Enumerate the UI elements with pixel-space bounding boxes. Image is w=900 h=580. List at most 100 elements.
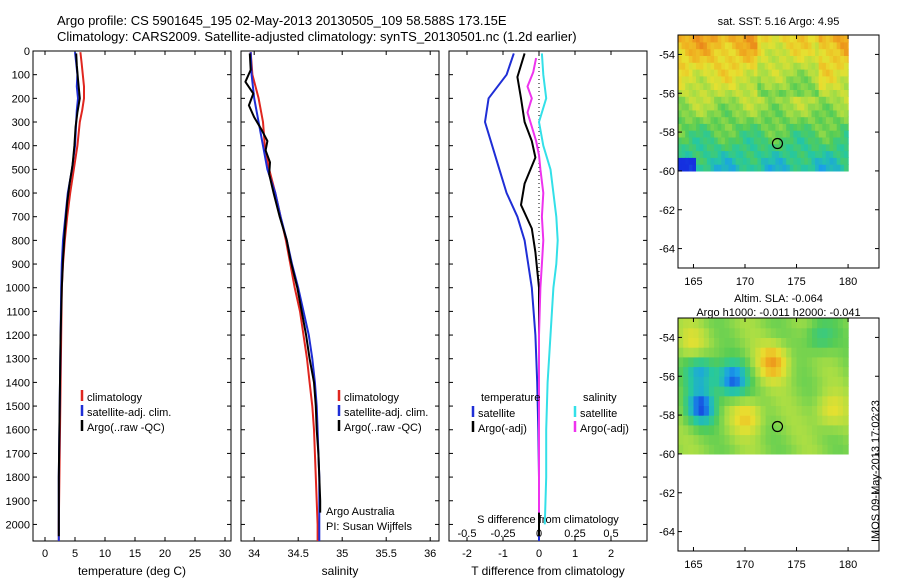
- heatmap-cell: [793, 130, 798, 138]
- heatmap-cell: [768, 62, 773, 70]
- heatmap-cell: [688, 424, 695, 436]
- heatmap-cell: [797, 164, 802, 172]
- heatmap-cell: [829, 89, 834, 97]
- heatmap-cell: [732, 35, 737, 43]
- heatmap-cell: [786, 123, 791, 131]
- heatmap-cell: [804, 157, 809, 165]
- heatmap-cell: [797, 116, 802, 124]
- heatmap-cell: [786, 366, 792, 377]
- heatmap-cell: [797, 123, 802, 131]
- heatmap-cell: [721, 109, 726, 118]
- heatmap-cell: [761, 123, 766, 131]
- heatmap-cell: [818, 123, 823, 131]
- heatmap-cell: [699, 123, 704, 131]
- heatmap-cell: [724, 424, 731, 436]
- heatmap-cell: [800, 164, 805, 172]
- heatmap-cell: [703, 405, 710, 416]
- heatmap-cell: [703, 41, 708, 50]
- heatmap-cell: [800, 157, 805, 165]
- heatmap-cell: [765, 395, 772, 406]
- heatmap-cell: [764, 116, 769, 124]
- heatmap-cell: [804, 48, 809, 56]
- heatmap-cell: [786, 150, 791, 158]
- legend-label: satellite: [580, 408, 617, 420]
- heatmap-cell: [739, 109, 744, 118]
- heatmap-cell: [768, 136, 773, 145]
- heatmap-cell: [832, 405, 839, 416]
- heatmap-cell: [768, 55, 773, 63]
- heatmap-cell: [797, 48, 802, 56]
- heatmap-cell: [797, 109, 802, 118]
- heatmap-cell: [782, 109, 787, 118]
- heatmap-cell: [801, 395, 808, 406]
- heatmap-cell: [734, 347, 741, 358]
- heatmap-cell: [789, 75, 794, 84]
- heatmap-cell: [796, 395, 803, 406]
- heatmap-cell: [818, 103, 823, 111]
- heatmap-cell: [706, 96, 712, 104]
- heatmap-cell: [703, 69, 708, 77]
- heatmap-cell: [807, 35, 813, 43]
- plot-frame: [677, 317, 880, 552]
- heatmap-cell: [791, 386, 798, 397]
- heatmap-cell: [703, 444, 710, 455]
- heatmap-cell: [781, 327, 787, 338]
- heatmap-cell: [764, 35, 769, 43]
- heatmap-cell: [815, 41, 820, 50]
- heatmap-cell: [729, 376, 736, 387]
- heatmap-cell: [815, 136, 820, 145]
- heatmap-cell: [710, 48, 715, 56]
- heatmap-cell: [685, 89, 690, 97]
- heatmap-cell: [692, 41, 697, 50]
- heatmap-cell: [837, 366, 844, 377]
- heatmap-cell: [717, 75, 722, 84]
- x-tick-label: 180: [839, 559, 857, 571]
- heatmap-cell: [825, 143, 831, 152]
- heatmap-cell: [681, 164, 686, 172]
- heatmap-cell: [739, 89, 744, 97]
- heatmap-cell: [717, 35, 722, 43]
- heatmap-cell: [746, 164, 751, 172]
- heatmap-cell: [833, 136, 838, 145]
- heatmap-cell: [782, 157, 787, 165]
- heatmap-cell: [797, 69, 802, 77]
- heatmap-cell: [807, 116, 813, 124]
- heatmap-cell: [698, 386, 705, 397]
- heatmap-cell: [782, 55, 787, 63]
- heatmap-cell: [742, 55, 748, 63]
- heatmap-cell: [753, 157, 758, 165]
- heatmap-cell: [703, 327, 710, 338]
- heatmap-cell: [724, 415, 731, 426]
- heatmap-cell: [800, 48, 805, 56]
- heatmap-cell: [833, 130, 838, 138]
- heatmap-cell: [765, 376, 772, 387]
- heatmap-cell: [782, 69, 787, 77]
- heatmap-cell: [793, 136, 798, 145]
- heatmap-cell: [775, 318, 782, 329]
- heatmap-cell: [822, 347, 829, 358]
- heatmap-cell: [760, 356, 767, 368]
- heatmap-cell: [789, 89, 794, 97]
- series-line-argo-raw-qc-: [244, 53, 322, 513]
- heatmap-cell: [706, 62, 712, 70]
- heatmap-cell: [782, 35, 787, 43]
- heatmap-cell: [829, 143, 834, 152]
- heatmap-cell: [710, 164, 715, 172]
- heatmap-cell: [847, 82, 849, 90]
- heatmap-cell: [800, 89, 805, 97]
- heatmap-cell: [768, 116, 773, 124]
- legend-group-title: salinity: [583, 392, 617, 404]
- heatmap-cell: [832, 434, 839, 445]
- heatmap-cell: [761, 69, 766, 77]
- heatmap-cell: [739, 150, 744, 158]
- heatmap-cell: [710, 130, 715, 138]
- heatmap-cell: [710, 35, 715, 43]
- heatmap-cell: [729, 405, 736, 416]
- heatmap-cell: [678, 405, 684, 416]
- heatmap-cell: [714, 130, 719, 138]
- heatmap-cell: [753, 82, 758, 90]
- x2-tick-label: 0.5: [603, 528, 618, 540]
- heatmap-cell: [844, 75, 849, 84]
- heatmap-cell: [688, 136, 693, 145]
